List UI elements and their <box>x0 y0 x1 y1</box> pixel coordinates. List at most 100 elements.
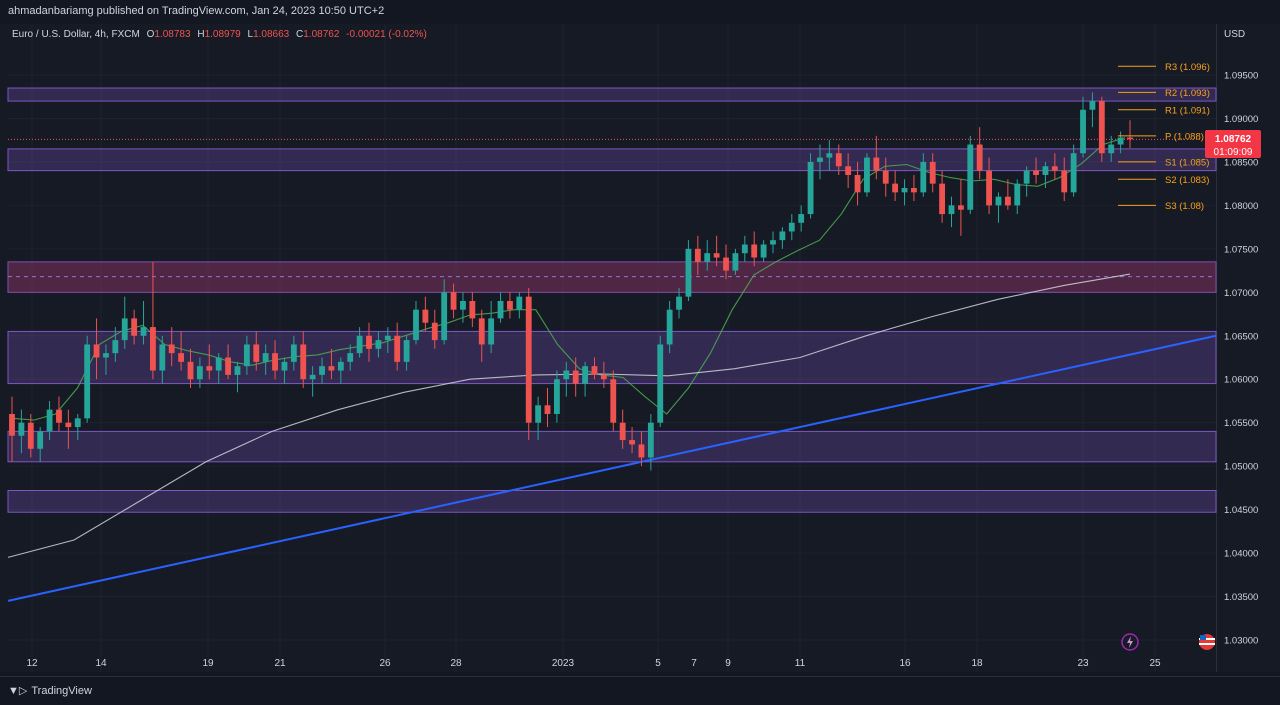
price-tick-label: 1.03000 <box>1224 636 1258 647</box>
candle-body <box>234 366 241 375</box>
pivot-label: S3 (1.08) <box>1165 201 1204 212</box>
candle-body <box>65 422 72 428</box>
candle <box>610 370 617 432</box>
candle-body <box>610 379 617 423</box>
candle-body <box>676 296 682 310</box>
price-tag-value: 1.08762 <box>1215 134 1252 145</box>
candle <box>309 366 316 397</box>
candle <box>319 357 325 384</box>
candle <box>619 409 626 449</box>
candle <box>27 414 34 458</box>
candle-body <box>27 422 34 449</box>
candle-body <box>1098 101 1105 154</box>
candle <box>939 170 946 223</box>
candle <box>535 396 542 441</box>
time-tick-label: 19 <box>202 658 214 669</box>
zones <box>7 87 1217 513</box>
candle <box>572 357 579 397</box>
candle <box>328 348 335 380</box>
candle <box>1070 144 1077 197</box>
candle <box>1108 135 1115 162</box>
candle <box>46 400 53 441</box>
candle <box>892 170 899 202</box>
candle <box>422 296 429 332</box>
candle-body <box>1033 170 1039 175</box>
time-tick-label: 7 <box>691 658 697 669</box>
candle <box>413 301 419 345</box>
candle-body <box>272 353 278 371</box>
price-tick-label: 1.05000 <box>1224 462 1258 473</box>
candle-body <box>187 361 194 380</box>
price-tag-box <box>1205 130 1261 158</box>
candle <box>582 361 589 397</box>
candle <box>882 157 889 197</box>
grid <box>8 24 1216 672</box>
candle-body <box>948 205 955 215</box>
candle <box>544 387 551 428</box>
candle <box>384 327 391 354</box>
candle <box>356 327 363 358</box>
chart-area[interactable] <box>0 24 1216 672</box>
price-tag-countdown: 01:09:09 <box>1214 147 1253 158</box>
candle <box>1127 120 1133 149</box>
candle-body <box>1023 170 1030 184</box>
candle-body <box>215 357 222 371</box>
candle <box>685 240 692 301</box>
lightning-icon[interactable] <box>1121 633 1139 651</box>
candle <box>159 335 166 384</box>
price-tick-label: 1.06000 <box>1224 375 1258 386</box>
candle <box>140 301 147 345</box>
time-tick-label: 14 <box>95 658 107 669</box>
candle-body <box>741 244 748 254</box>
price-tick-label: 1.08500 <box>1224 157 1258 168</box>
candle <box>666 301 673 354</box>
candle <box>206 344 213 380</box>
candle-body <box>403 340 410 362</box>
pivot-label: S2 (1.083) <box>1165 175 1209 186</box>
candle <box>629 427 635 454</box>
candle-body <box>46 409 53 432</box>
candle <box>74 414 81 441</box>
candle-body <box>37 431 44 449</box>
candle <box>431 309 438 349</box>
candle-body <box>845 166 852 175</box>
candle-body <box>892 183 899 193</box>
candle <box>337 357 344 384</box>
bottom-bar: ▼▷ TradingView <box>0 676 1280 705</box>
candle <box>460 292 466 323</box>
time-tick-label: 21 <box>274 658 286 669</box>
price-tick-label: 1.06500 <box>1224 331 1258 342</box>
candle-body <box>732 253 739 271</box>
candle-body <box>986 170 992 206</box>
candle-body <box>685 248 692 297</box>
candle <box>713 235 720 267</box>
candle <box>131 309 138 345</box>
candle-body <box>647 422 654 458</box>
candle-body <box>957 205 964 210</box>
candle <box>1089 92 1096 128</box>
legend-change: -0.00021 (-0.02%) <box>346 29 427 40</box>
candle <box>553 370 560 423</box>
candle-body <box>488 318 495 345</box>
candle-body <box>253 344 260 362</box>
time-tick-label: 11 <box>795 658 806 669</box>
candle <box>272 340 278 380</box>
brand[interactable]: ▼▷ TradingView <box>8 684 92 697</box>
candle <box>986 157 992 215</box>
candle-body <box>366 335 372 349</box>
candle-body <box>882 170 889 184</box>
legend-low: 1.08663 <box>253 29 290 40</box>
candle-body <box>460 301 466 310</box>
candle <box>676 287 682 319</box>
candle-body <box>1089 101 1096 110</box>
us-flag-icon[interactable] <box>1199 634 1215 650</box>
candle <box>657 335 664 428</box>
candle <box>121 296 128 349</box>
candle-body <box>206 366 213 371</box>
candle-body <box>1127 137 1133 140</box>
pivot-levels: R3 (1.096) R2 (1.093) R1 (1.091) P (1.088) S… <box>1118 62 1210 212</box>
price-tick-label: 1.08000 <box>1224 201 1258 212</box>
candlestick-chart[interactable]: R3 (1.096) R2 (1.093) R1 (1.091) P (1.088) S… <box>0 0 1280 680</box>
price-tick-label: 1.09000 <box>1224 114 1258 125</box>
legend-symbol: Euro / U.S. Dollar, 4h, FXCM <box>12 29 140 40</box>
